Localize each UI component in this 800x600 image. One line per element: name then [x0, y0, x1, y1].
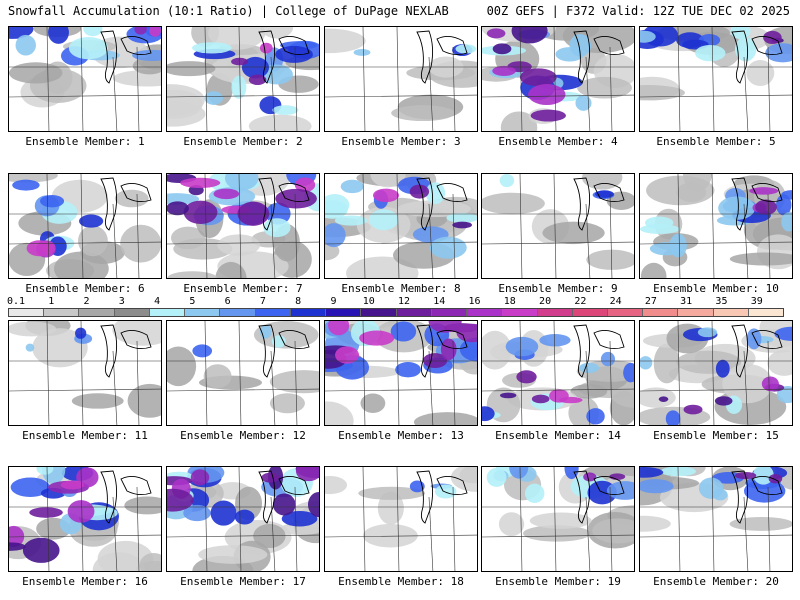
- ensemble-member-map: [166, 26, 320, 132]
- run-info: 00Z GEFS | F372 Valid: 12Z TUE DEC 02 20…: [486, 4, 790, 18]
- colorbar-label: 4: [154, 296, 161, 307]
- ensemble-member-map: [324, 26, 478, 132]
- colorbar-label: 1: [48, 296, 55, 307]
- ensemble-member-map: [8, 173, 162, 279]
- colorbar-label: 18: [503, 296, 516, 307]
- colorbar-label: 8: [295, 296, 302, 307]
- colorbar-label: 7: [259, 296, 266, 307]
- ensemble-member-label: Ensemble Member: 13: [338, 429, 464, 442]
- colorbar-label: 10: [362, 296, 375, 307]
- colorbar-swatch: [572, 309, 608, 316]
- colorbar-label: 20: [539, 296, 552, 307]
- colorbar-swatch: [678, 309, 714, 316]
- colorbar-swatch: [502, 309, 538, 316]
- ensemble-member-map: [639, 466, 793, 572]
- ensemble-member-label: Ensemble Member: 17: [180, 575, 306, 588]
- colorbar-label: 27: [644, 296, 657, 307]
- colorbar-strip: [8, 308, 784, 317]
- colorbar-swatch: [290, 309, 327, 316]
- colorbar-label: 14: [433, 296, 446, 307]
- colorbar-label: 6: [224, 296, 231, 307]
- ensemble-member-label: Ensemble Member: 9: [498, 282, 618, 295]
- ensemble-member-map: [324, 173, 478, 279]
- ensemble-member-label: Ensemble Member: 10: [653, 282, 779, 295]
- colorbar: 0.1 1 2 3 4 5 6 7 8 9 10 12 14 16 18 20 22 24 27 31 35 39: [6, 296, 784, 318]
- colorbar-swatch: [607, 309, 644, 316]
- ensemble-member-map: [639, 173, 793, 279]
- colorbar-label: 9: [330, 296, 337, 307]
- ensemble-member-label: Ensemble Member: 2: [183, 135, 303, 148]
- ensemble-member-map: [324, 320, 478, 426]
- ensemble-member-label: Ensemble Member: 14: [495, 429, 621, 442]
- colorbar-label: 22: [574, 296, 587, 307]
- ensemble-member-map: [166, 320, 320, 426]
- colorbar-swatch: [467, 309, 503, 316]
- ensemble-member-map: [8, 320, 162, 426]
- ensemble-member-map: [481, 173, 635, 279]
- ensemble-member-label: Ensemble Member: 1: [25, 135, 145, 148]
- ensemble-member-map: [8, 26, 162, 132]
- ensemble-member-label: Ensemble Member: 20: [653, 575, 779, 588]
- colorbar-swatch: [79, 309, 115, 316]
- colorbar-swatch: [149, 309, 186, 316]
- colorbar-swatch: [361, 309, 397, 316]
- colorbar-label: 12: [397, 296, 411, 307]
- colorbar-swatch: [9, 309, 45, 316]
- colorbar-swatch: [537, 309, 573, 316]
- colorbar-label: 31: [680, 296, 693, 307]
- colorbar-label: 24: [609, 296, 622, 307]
- colorbar-swatch: [255, 309, 291, 316]
- colorbar-labels: 0.1 1 2 3 4 5 6 7 8 9 10 12 14 16 18 20 22 24 27 31 35 39: [6, 296, 784, 307]
- ensemble-member-label: Ensemble Member: 6: [25, 282, 145, 295]
- colorbar-label: 3: [118, 296, 125, 307]
- colorbar-swatch: [643, 309, 679, 316]
- header: Snowfall Accumulation (10:1 Ratio) | Col…: [0, 0, 800, 22]
- page-title: Snowfall Accumulation (10:1 Ratio) | Col…: [8, 4, 449, 18]
- colorbar-swatch: [44, 309, 80, 316]
- ensemble-member-map: [639, 320, 793, 426]
- ensemble-member-map: [639, 26, 793, 132]
- colorbar-label: 0.1: [6, 296, 26, 307]
- ensemble-member-label: Ensemble Member: 8: [341, 282, 461, 295]
- colorbar-swatch: [114, 309, 150, 316]
- ensemble-member-label: Ensemble Member: 7: [183, 282, 303, 295]
- colorbar-label: 35: [715, 296, 728, 307]
- colorbar-swatch: [748, 309, 784, 316]
- colorbar-swatch: [326, 309, 362, 316]
- colorbar-label: 2: [83, 296, 90, 307]
- ensemble-member-label: Ensemble Member: 5: [656, 135, 776, 148]
- ensemble-member-label: Ensemble Member: 19: [495, 575, 621, 588]
- ensemble-member-map: [324, 466, 478, 572]
- colorbar-swatch: [185, 309, 221, 316]
- ensemble-member-map: [166, 466, 320, 572]
- ensemble-member-label: Ensemble Member: 18: [338, 575, 464, 588]
- ensemble-member-label: Ensemble Member: 4: [498, 135, 618, 148]
- ensemble-member-map: [481, 320, 635, 426]
- colorbar-label: 39: [750, 296, 763, 307]
- colorbar-swatch: [220, 309, 256, 316]
- colorbar-label: 5: [189, 296, 196, 307]
- ensemble-member-label: Ensemble Member: 12: [180, 429, 306, 442]
- ensemble-member-map: [166, 173, 320, 279]
- ensemble-member-label: Ensemble Member: 16: [22, 575, 148, 588]
- ensemble-member-map: [8, 466, 162, 572]
- colorbar-swatch: [431, 309, 468, 316]
- ensemble-member-map: [481, 26, 635, 132]
- ensemble-member-label: Ensemble Member: 15: [653, 429, 779, 442]
- colorbar-swatch: [713, 309, 749, 316]
- colorbar-swatch: [396, 309, 432, 316]
- colorbar-label: 16: [468, 296, 481, 307]
- ensemble-member-map: [481, 466, 635, 572]
- ensemble-member-label: Ensemble Member: 3: [341, 135, 461, 148]
- ensemble-member-label: Ensemble Member: 11: [22, 429, 148, 442]
